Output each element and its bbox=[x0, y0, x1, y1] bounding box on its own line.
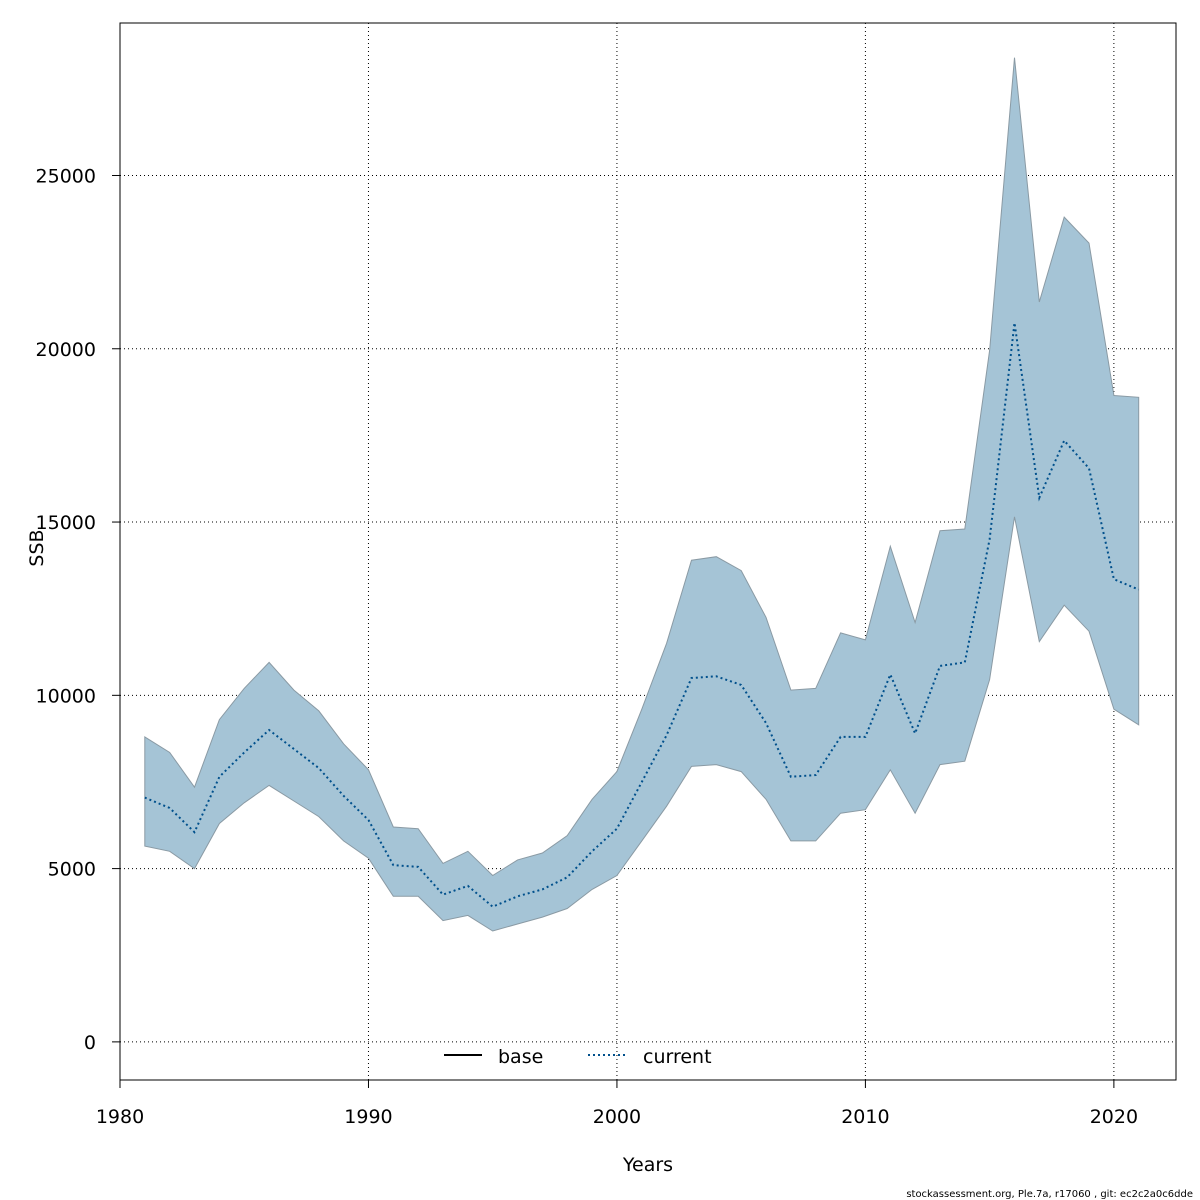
y-axis: 0 5000 10000 15000 20000 25000 bbox=[36, 165, 120, 1054]
x-tick-label: 1990 bbox=[344, 1106, 392, 1128]
y-tick-label: 5000 bbox=[48, 859, 96, 881]
plot-frame bbox=[119, 22, 1177, 1081]
y-axis-title: SSB bbox=[26, 529, 48, 566]
series-line-current bbox=[144, 322, 1140, 908]
x-tick-label: 2020 bbox=[1090, 1106, 1138, 1128]
x-tick-label: 2010 bbox=[841, 1106, 889, 1128]
y-tick-label: 15000 bbox=[36, 512, 96, 534]
confidence-band bbox=[144, 57, 1140, 932]
x-axis-title: Years bbox=[622, 1154, 673, 1176]
y-tick-label: 0 bbox=[84, 1032, 96, 1054]
y-tick-label: 10000 bbox=[36, 685, 96, 707]
legend: base current bbox=[444, 1046, 712, 1068]
x-tick-label: 1980 bbox=[96, 1106, 144, 1128]
legend-label-base: base bbox=[498, 1046, 543, 1068]
footer-caption: stockassessment.org, Ple.7a, r17060 , gi… bbox=[906, 1189, 1193, 1200]
x-tick-label: 2000 bbox=[593, 1106, 641, 1128]
y-tick-label: 25000 bbox=[36, 165, 96, 187]
x-axis: 1980 1990 2000 2010 2020 bbox=[96, 1080, 1138, 1128]
legend-label-current: current bbox=[643, 1046, 712, 1068]
y-tick-label: 20000 bbox=[36, 339, 96, 361]
